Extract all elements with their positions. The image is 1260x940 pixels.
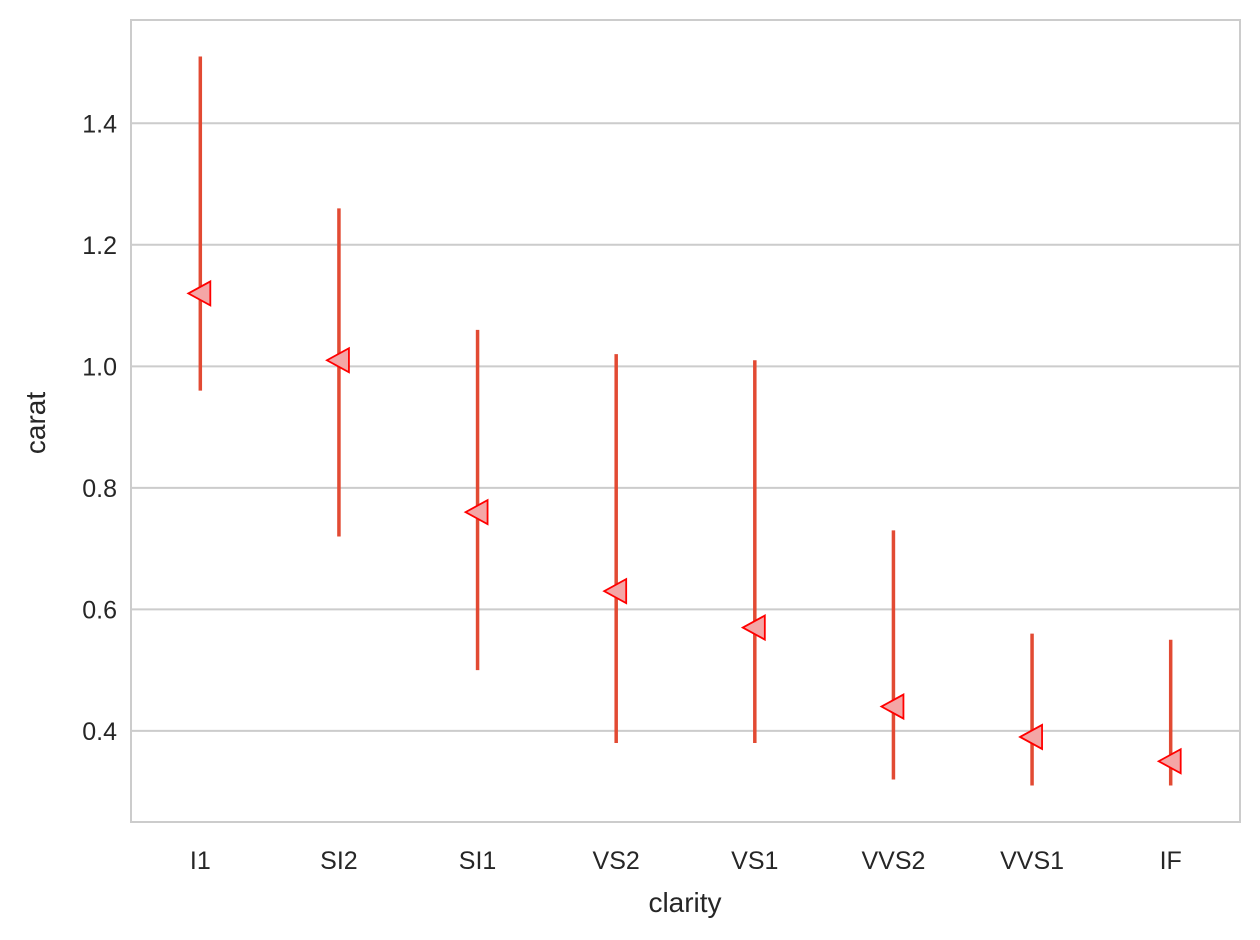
- x-tick-label-si2: SI2: [320, 847, 358, 875]
- marker-vvs2: [879, 693, 905, 721]
- marker-if: [1156, 747, 1182, 775]
- x-tick-label-vvs1: VVS1: [1000, 847, 1064, 875]
- y-axis-title: carat: [20, 392, 51, 454]
- y-tick-label-0.6: 0.6: [82, 596, 117, 624]
- x-tick-label-vs1: VS1: [731, 847, 778, 875]
- plot-frame: [130, 19, 1241, 823]
- x-tick-label-si1: SI1: [459, 847, 497, 875]
- marker-si1: [463, 498, 489, 526]
- marker-i1: [186, 279, 212, 307]
- point-markers: [186, 279, 1182, 775]
- marker-vs1: [740, 614, 766, 642]
- y-tick-label-1.4: 1.4: [82, 110, 117, 138]
- axes-frame: [130, 19, 1241, 823]
- y-tick-label-1.2: 1.2: [82, 232, 117, 260]
- x-tick-labels: I1 SI2 SI1 VS2 VS1 VVS2 VVS1 IF: [190, 847, 1182, 875]
- x-tick-label-vs2: VS2: [593, 847, 640, 875]
- x-tick-label-if: IF: [1160, 847, 1182, 875]
- marker-si2: [325, 346, 350, 374]
- y-tick-label-1.0: 1.0: [82, 353, 117, 381]
- y-tick-labels: 0.4 0.6 0.8 1.0 1.2 1.4: [82, 110, 117, 746]
- y-tick-label-0.8: 0.8: [82, 475, 117, 503]
- grid-lines: [131, 122, 1240, 732]
- marker-vs2: [602, 577, 628, 605]
- x-tick-label-i1: I1: [190, 847, 211, 875]
- error-bars: [198, 56, 1173, 786]
- x-tick-label-vvs2: VVS2: [861, 847, 925, 875]
- y-tick-label-0.4: 0.4: [82, 718, 117, 746]
- x-axis-title: clarity: [648, 887, 721, 918]
- marker-vvs1: [1018, 723, 1043, 751]
